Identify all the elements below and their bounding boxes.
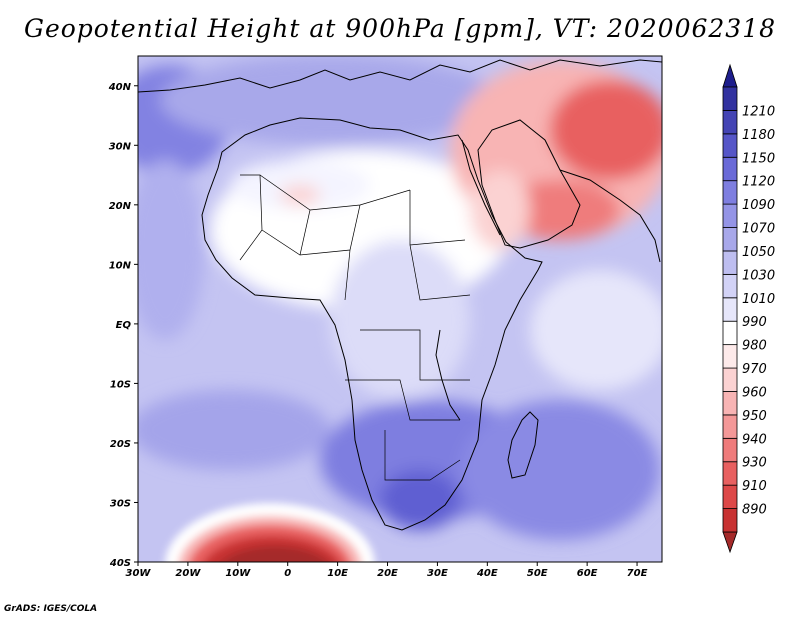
colorbar-box bbox=[722, 320, 738, 346]
colorbar-level-label: 1090 bbox=[742, 198, 775, 213]
longitude-axis: 30W 20W 10W 0 10E 20E 30E 40E 50E 60E 70E bbox=[126, 562, 648, 579]
colorbar-level-label: 1180 bbox=[742, 128, 775, 143]
colorbar-level-label: 940 bbox=[742, 432, 767, 447]
colorbar-level-label: 960 bbox=[742, 385, 767, 400]
lat-tick-label: 10N bbox=[109, 260, 132, 271]
grads-credit: GrADS: IGES/COLA bbox=[4, 604, 98, 614]
lon-tick-label: 10W bbox=[225, 568, 251, 579]
lon-tick-label: 30W bbox=[126, 568, 152, 579]
colorbar-box bbox=[722, 273, 738, 299]
colorbar-level-label: 1050 bbox=[742, 245, 775, 260]
colorbar-level-label: 1210 bbox=[742, 104, 775, 119]
colorbar-box bbox=[722, 133, 738, 158]
colorbar-box bbox=[722, 203, 738, 228]
colorbar-level-label: 980 bbox=[742, 339, 767, 354]
colorbar-box bbox=[722, 484, 738, 509]
lat-tick-label: 20N bbox=[109, 201, 132, 212]
colorbar-level-label: 910 bbox=[742, 479, 767, 494]
colorbar-box bbox=[722, 156, 738, 182]
colorbar-box bbox=[722, 86, 738, 111]
map-title: Geopotential Height at 900hPa [gpm], VT:… bbox=[23, 14, 777, 43]
colorbar-level-label: 1070 bbox=[742, 222, 775, 237]
lat-tick-label: 30N bbox=[109, 141, 132, 152]
colorbar-level-label: 890 bbox=[742, 503, 767, 518]
asia-coast bbox=[559, 169, 661, 263]
colorbar-box bbox=[722, 414, 738, 439]
colorbar-box bbox=[722, 180, 738, 205]
red-sea bbox=[461, 139, 501, 236]
lon-tick-label: 70E bbox=[627, 568, 648, 579]
lon-tick-label: 50E bbox=[527, 568, 548, 579]
lat-tick-label: 10S bbox=[110, 379, 131, 390]
lon-tick-label: 20W bbox=[175, 568, 201, 579]
colorbar-low-cap bbox=[722, 531, 738, 554]
lat-tick-label: 30S bbox=[110, 498, 131, 509]
latitude-axis: 40S 30S 20S 10S EQ 10N 20N 30N 40N bbox=[108, 82, 138, 569]
colorbar-level-label: 1150 bbox=[742, 151, 775, 166]
arabian-peninsula bbox=[477, 119, 581, 249]
colorbar-box bbox=[722, 367, 738, 392]
lon-tick-label: 30E bbox=[427, 568, 448, 579]
lon-tick-label: 60E bbox=[577, 568, 598, 579]
madagascar bbox=[507, 411, 539, 479]
colorbar-box bbox=[722, 250, 738, 275]
colorbar-level-label: 1030 bbox=[742, 268, 775, 283]
colorbar-box bbox=[722, 110, 738, 135]
colorbar-box bbox=[722, 344, 738, 369]
europe-coast bbox=[138, 59, 662, 93]
colorbar-level-label: 970 bbox=[742, 362, 767, 377]
colorbar-box bbox=[722, 391, 738, 416]
lat-tick-label: 20S bbox=[110, 439, 131, 450]
colorbar-level-label: 950 bbox=[742, 409, 767, 424]
coastlines bbox=[138, 59, 662, 531]
lat-tick-label: EQ bbox=[116, 320, 132, 331]
colorbar-level-label: 1010 bbox=[742, 292, 775, 307]
lon-tick-label: 40E bbox=[476, 568, 498, 579]
colorbar-box bbox=[722, 227, 738, 252]
lon-tick-label: 10E bbox=[327, 568, 348, 579]
lat-tick-label: 40S bbox=[109, 558, 131, 569]
country-borders bbox=[239, 174, 471, 481]
colorbar-level-label: 930 bbox=[742, 456, 767, 471]
africa-coastline bbox=[201, 117, 543, 531]
colorbar-box bbox=[722, 297, 738, 322]
colorbar-level-label: 990 bbox=[742, 315, 767, 330]
lon-tick-label: 20E bbox=[377, 568, 398, 579]
colorbar-high-cap bbox=[722, 63, 738, 88]
height-field bbox=[138, 56, 662, 562]
colorbar-box bbox=[722, 508, 738, 533]
colorbar-box bbox=[722, 437, 738, 463]
map-frame bbox=[137, 55, 663, 563]
lat-tick-label: 40N bbox=[108, 82, 132, 93]
lon-tick-label: 0 bbox=[284, 568, 291, 579]
colorbar-box bbox=[722, 461, 738, 486]
colorbar: 890 910 930 940 950 960 970 980 990 1010 1030 1050 1… bbox=[722, 63, 775, 554]
colorbar-level-label: 1120 bbox=[742, 175, 775, 190]
